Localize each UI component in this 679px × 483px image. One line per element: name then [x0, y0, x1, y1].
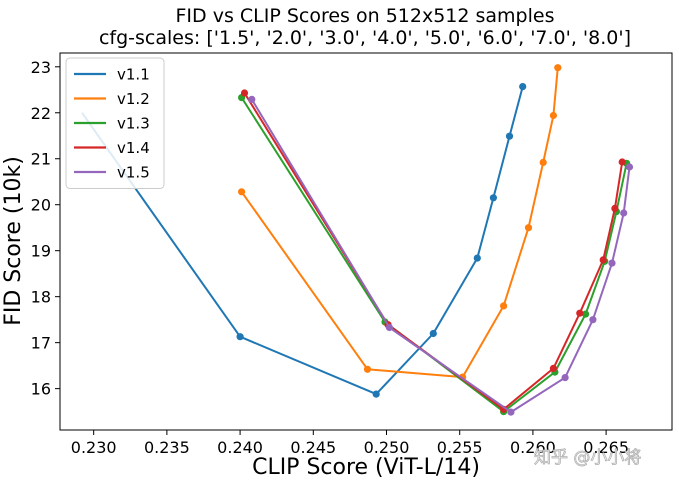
- x-axis-label: CLIP Score (ViT-L/14): [252, 455, 480, 480]
- data-point: [524, 224, 533, 232]
- y-axis-label: FID Score (10k): [1, 156, 26, 326]
- x-tick-label: 0.250: [364, 438, 410, 457]
- series-v1-1: [81, 83, 527, 398]
- y-tick-label: 18: [31, 288, 51, 307]
- y-tick-label: 17: [31, 334, 51, 353]
- data-point: [554, 64, 562, 72]
- data-point: [372, 390, 380, 398]
- data-point: [620, 209, 628, 217]
- data-point: [608, 259, 616, 267]
- data-point: [549, 111, 558, 120]
- y-tick-label: 23: [31, 58, 51, 77]
- data-point: [238, 188, 246, 196]
- data-point: [240, 89, 249, 97]
- data-point: [625, 163, 634, 171]
- legend-item: v1.1: [74, 66, 150, 84]
- data-point: [539, 158, 547, 166]
- legend-label: v1.3: [117, 115, 150, 133]
- data-point: [519, 83, 527, 91]
- legend-item: v1.5: [74, 164, 150, 182]
- x-tick-label: 0.265: [583, 438, 629, 457]
- watermark-text: 知乎 @小小将: [534, 448, 641, 468]
- data-point: [363, 365, 372, 373]
- series-line: [240, 97, 628, 413]
- chart-subtitle: cfg-scales: ['1.5', '2.0', '3.0', '4.0',…: [99, 27, 631, 49]
- plot-frame: [59, 52, 673, 431]
- legend-frame: [65, 57, 165, 189]
- legend-label: v1.2: [117, 90, 150, 108]
- series-line: [250, 98, 631, 414]
- series-v1-2: [238, 64, 562, 381]
- chart-title: FID vs CLIP Scores on 512x512 samples: [176, 5, 555, 27]
- y-tick-label: 21: [31, 150, 51, 169]
- data-point: [589, 316, 597, 324]
- legend-label: v1.4: [117, 139, 150, 157]
- legend-label: v1.1: [117, 66, 150, 84]
- data-point: [582, 310, 590, 318]
- series-v1-5: [248, 95, 634, 416]
- y-tick-label: 22: [31, 104, 51, 123]
- legend-item: v1.2: [74, 90, 150, 108]
- data-point: [618, 158, 626, 166]
- x-tick-label: 0.240: [217, 438, 263, 457]
- data-point: [611, 204, 619, 212]
- series-line: [240, 67, 559, 379]
- x-tick-label: 0.235: [144, 438, 190, 457]
- data-point: [473, 254, 481, 262]
- data-point: [236, 333, 244, 341]
- y-tick-label: 19: [31, 242, 51, 261]
- x-tick-label: 0.255: [437, 438, 483, 457]
- series-line: [81, 86, 524, 396]
- y-tick-label: 16: [31, 380, 51, 399]
- data-point: [549, 364, 558, 372]
- series-layer: [81, 64, 634, 416]
- series-v1-4: [240, 89, 626, 413]
- ticks-layer: 0.230 0.235 0.240 0.245 0.250 0.255 0.260 0.265…: [31, 58, 629, 457]
- data-point: [505, 132, 514, 140]
- x-tick-label: 0.260: [510, 438, 556, 457]
- legend-item: v1.3: [74, 115, 150, 133]
- data-point: [429, 329, 437, 338]
- data-point: [248, 95, 256, 103]
- data-point: [561, 374, 569, 382]
- data-point: [507, 408, 515, 416]
- legend-label: v1.5: [117, 164, 150, 182]
- data-point: [576, 309, 584, 317]
- data-point: [489, 194, 497, 202]
- x-tick-label: 0.230: [71, 438, 117, 457]
- series-v1-3: [238, 94, 631, 416]
- y-tick-label: 20: [31, 196, 51, 215]
- legend-item: v1.4: [74, 139, 150, 157]
- legend: v1.1 v1.2 v1.3 v1.4 v1.5: [65, 57, 165, 189]
- data-point: [500, 302, 508, 310]
- data-point: [385, 323, 393, 332]
- x-tick-label: 0.245: [290, 438, 336, 457]
- data-point: [599, 256, 607, 264]
